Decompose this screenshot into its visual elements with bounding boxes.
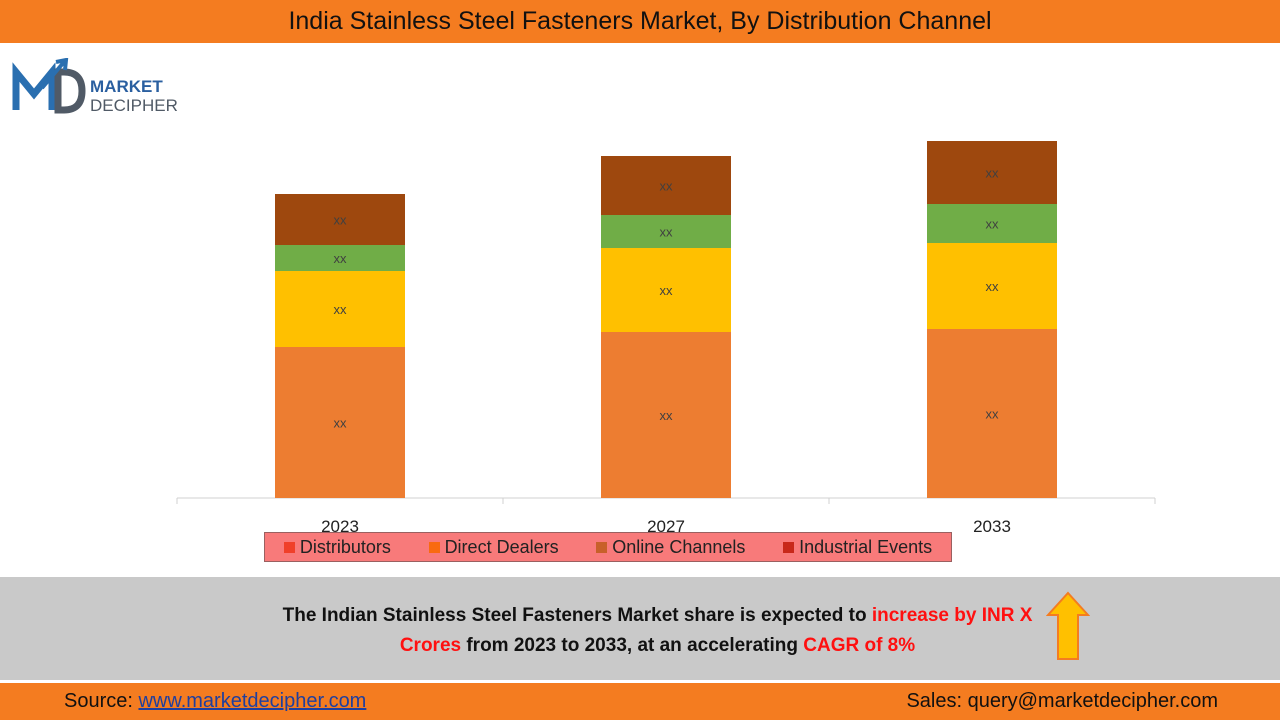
legend-label: Distributors (299, 536, 391, 557)
legend-label: Direct Dealers (444, 536, 559, 557)
logo: MARKET DECIPHER (12, 58, 178, 115)
bar-segment (601, 215, 731, 248)
sales-contact: Sales: query@marketdecipher.com (906, 690, 1218, 712)
data-label: xx (660, 283, 674, 298)
data-label: xx (986, 166, 1000, 181)
data-label: xx (334, 213, 348, 228)
source-link[interactable]: www.marketdecipher.com (138, 690, 367, 712)
data-label: xx (986, 279, 1000, 294)
logo-text: MARKET (90, 77, 163, 96)
legend: Distributors Direct Dealers Online Channel… (264, 532, 952, 562)
bar-segment (275, 347, 405, 498)
legend-swatch (596, 541, 608, 553)
bar-segment (601, 248, 731, 332)
data-label: xx (660, 225, 674, 240)
logo-arrow (40, 58, 69, 90)
data-label: xx (986, 407, 1000, 422)
up-arrow (1046, 591, 1090, 660)
summary-part: from 2023 to 2033, at an accelerating (461, 635, 804, 656)
bar-segment (927, 243, 1057, 329)
legend-swatch (428, 541, 440, 553)
data-label: xx (986, 217, 1000, 232)
data-label: xx (334, 416, 348, 431)
bar-segment (275, 194, 405, 245)
legend-swatch (283, 541, 295, 553)
source-label: Source: (64, 690, 139, 712)
bar-segment (927, 329, 1057, 498)
summary-text: The Indian Stainless Steel Fasteners Mar… (250, 601, 1065, 661)
data-label: xx (660, 179, 674, 194)
legend-item: Industrial Events (783, 537, 932, 558)
x-tick-label: 2033 (973, 517, 1011, 533)
source: Source: www.marketdecipher.com (64, 683, 366, 720)
bar-segment (927, 141, 1057, 204)
legend-item: Online Channels (596, 537, 745, 558)
legend-label: Industrial Events (799, 536, 933, 557)
logo-mark (54, 68, 86, 114)
chart: xx xx xx xx 2023 xx xx xx xx 2027 xx xx xx xx 2033 (176, 141, 1156, 533)
summary-part: increase by INR X Crores (399, 605, 1033, 656)
legend-label: Online Channels (612, 536, 746, 557)
summary-band: The Indian Stainless Steel Fasteners Mar… (0, 577, 1280, 680)
x-tick-label: 2027 (647, 517, 685, 533)
bar-segment (275, 245, 405, 271)
bar-segment (601, 156, 731, 215)
logo-text: DECIPHER (90, 96, 178, 115)
summary-part: The Indian Stainless Steel Fasteners Mar… (282, 605, 872, 626)
bar-segment (275, 271, 405, 347)
legend-item: Distributors (283, 536, 391, 558)
bar-segment (927, 204, 1057, 243)
bar-segment (601, 332, 731, 498)
footer: Source: www.marketdecipher.com Sales: qu… (0, 683, 1280, 720)
legend-swatch (783, 541, 795, 553)
data-label: xx (334, 251, 348, 266)
data-label: xx (660, 408, 674, 423)
data-label: xx (334, 302, 348, 317)
summary-part: CAGR of 8% (803, 635, 916, 656)
header-title: India Stainless Steel Fasteners Market, … (0, 0, 1280, 43)
legend-item: Direct Dealers (428, 536, 559, 558)
x-tick-label: 2023 (321, 517, 359, 533)
logo-mark (12, 62, 56, 110)
